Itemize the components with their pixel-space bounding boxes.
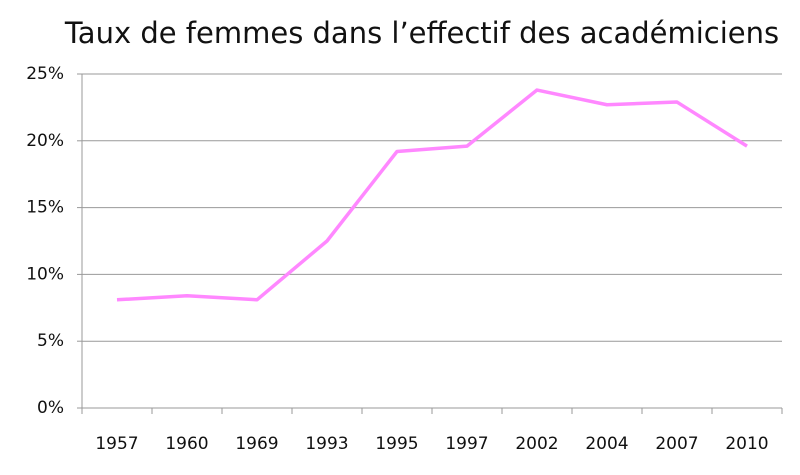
x-tick-label: 1957 (95, 434, 138, 454)
x-tick-label: 2010 (725, 434, 768, 454)
x-tick-label: 2007 (655, 434, 698, 454)
x-tick-label: 2002 (515, 434, 558, 454)
y-tick-label: 25% (26, 64, 64, 84)
y-tick-label: 10% (26, 264, 64, 284)
chart-title: Taux de femmes dans l’effectif des acadé… (64, 16, 779, 50)
x-tick-label: 2004 (585, 434, 628, 454)
y-tick-label: 15% (26, 198, 64, 218)
x-tick-label: 1997 (445, 434, 488, 454)
y-tick-label: 0% (37, 398, 64, 418)
x-tick-label: 1995 (375, 434, 418, 454)
x-tick-label: 1993 (305, 434, 348, 454)
y-tick-label: 5% (37, 331, 64, 351)
x-tick-label: 1960 (165, 434, 208, 454)
y-tick-label: 20% (26, 131, 64, 151)
data-line (116, 88, 748, 302)
x-tick-label: 1969 (235, 434, 278, 454)
